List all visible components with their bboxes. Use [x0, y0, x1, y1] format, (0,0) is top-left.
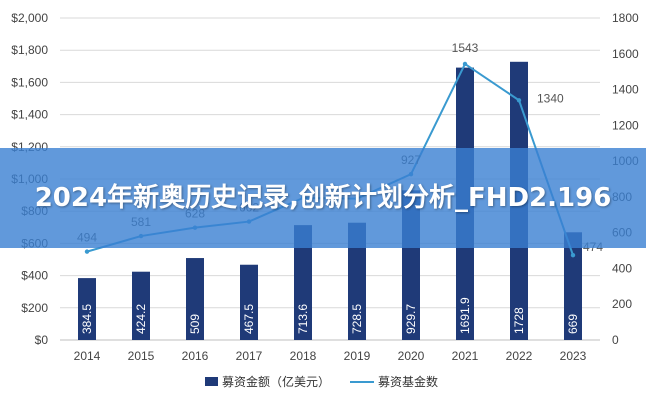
bar-value-label: 728.5 [350, 304, 364, 334]
bar [132, 271, 150, 340]
left-tick-label: $2,000 [11, 11, 48, 25]
bar [186, 258, 204, 340]
left-tick-label: $1,400 [11, 108, 48, 122]
bar-value-label: 424.2 [134, 304, 148, 334]
bar-value-label: 1728 [512, 307, 526, 334]
bar [564, 232, 582, 340]
legend-bar-label: 募资金额（亿美元） [222, 374, 330, 389]
line-point [84, 249, 90, 254]
x-tick-label: 2015 [128, 349, 155, 363]
left-tick-label: $400 [21, 269, 48, 283]
right-tick-label: 1200 [612, 118, 639, 132]
left-tick-label: $1,800 [11, 43, 48, 57]
x-tick-label: 2014 [74, 349, 101, 363]
bar-value-label: 384.5 [80, 304, 94, 334]
x-tick-label: 2021 [452, 349, 479, 363]
line-value-label: 1543 [452, 41, 479, 55]
legend-bar-swatch [205, 377, 218, 386]
bar-value-label: 713.6 [296, 304, 310, 334]
right-tick-label: 1400 [612, 83, 639, 97]
right-tick-label: 200 [612, 297, 632, 311]
bar-value-label: 1691.9 [458, 297, 472, 334]
bar-value-label: 509 [188, 314, 202, 334]
banner-title: 2024年新奥历史记录,创新计划分析_FHD2.196 [34, 183, 612, 213]
right-tick-label: 400 [612, 261, 632, 275]
line-point [516, 98, 522, 103]
line-value-label: 1340 [537, 91, 564, 105]
bar-value-label: 467.5 [242, 304, 256, 334]
left-tick-label: $1,600 [11, 75, 48, 89]
bar [348, 222, 366, 340]
bar [294, 225, 312, 340]
title-banner: 2024年新奥历史记录,创新计划分析_FHD2.196 [0, 148, 646, 248]
x-tick-label: 2019 [344, 349, 371, 363]
bar [78, 278, 96, 340]
right-tick-label: 0 [612, 333, 619, 347]
left-tick-label: $0 [35, 333, 49, 347]
bar-value-label: 929.7 [404, 304, 418, 334]
x-tick-label: 2023 [560, 349, 587, 363]
x-tick-label: 2020 [398, 349, 425, 363]
right-tick-label: 1800 [612, 11, 639, 25]
right-tick-label: 1600 [612, 47, 639, 61]
bar [240, 264, 258, 340]
x-tick-label: 2017 [236, 349, 263, 363]
line-point [570, 253, 576, 258]
legend-line-label: 募资基金数 [378, 374, 438, 389]
x-tick-label: 2016 [182, 349, 209, 363]
x-tick-label: 2022 [506, 349, 533, 363]
left-tick-label: $200 [21, 301, 48, 315]
line-point [462, 61, 468, 67]
x-tick-label: 2018 [290, 349, 317, 363]
bar-value-label: 669 [566, 314, 580, 334]
